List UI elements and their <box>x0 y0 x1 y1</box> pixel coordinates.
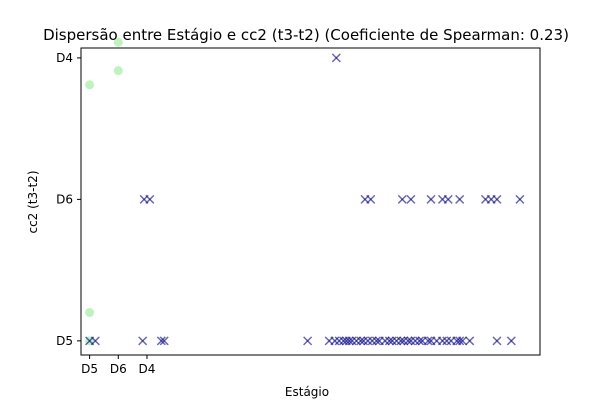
data-point-x <box>437 336 447 346</box>
data-point-x <box>426 194 436 204</box>
x-tick-label: D6 <box>110 362 127 376</box>
plot-frame <box>80 47 541 356</box>
data-point-x <box>366 194 376 204</box>
data-point-x <box>392 336 402 346</box>
data-point-x <box>515 194 525 204</box>
data-point-x <box>384 336 394 346</box>
data-point-circle <box>85 308 95 318</box>
data-point-x <box>414 336 425 346</box>
plot-content <box>85 37 525 346</box>
data-point-x <box>356 336 366 346</box>
y-tick-label: D6 <box>56 192 73 206</box>
x-tick-label: D5 <box>81 362 98 376</box>
data-point-x <box>492 194 502 204</box>
data-point-x <box>455 336 465 346</box>
data-point-x <box>334 336 344 346</box>
data-point-x <box>403 336 413 346</box>
data-point-x <box>367 336 377 346</box>
data-point-x <box>380 336 390 346</box>
data-point-circle <box>113 66 123 76</box>
data-point-x <box>145 194 155 204</box>
data-point-x <box>455 194 465 204</box>
y-tick-label: D4 <box>56 51 73 65</box>
y-axis-ticks: D5 D6 D4 <box>56 51 81 348</box>
data-point-x <box>330 336 340 346</box>
data-point-x <box>138 336 148 346</box>
x-axis-ticks: D5 D6 D4 <box>81 355 155 376</box>
data-point-x <box>371 336 382 346</box>
x-axis-label: Estágio <box>285 385 329 399</box>
data-point-x <box>406 194 416 204</box>
y-axis-label: cc2 (t3-t2) <box>26 170 40 233</box>
data-point-x <box>331 53 341 63</box>
data-point-x <box>90 336 100 346</box>
data-point-x <box>396 336 406 346</box>
data-point-circle <box>113 37 123 47</box>
data-point-x <box>410 336 420 346</box>
data-point-x <box>458 336 468 346</box>
data-point-x <box>159 336 169 346</box>
data-point-x <box>506 336 516 346</box>
data-point-x <box>465 336 475 346</box>
data-point-x <box>351 336 361 346</box>
data-point-x <box>423 336 433 346</box>
y-tick-label: D5 <box>56 334 73 348</box>
data-point-x <box>492 336 502 346</box>
data-point-x <box>397 194 407 204</box>
data-point-circle <box>85 80 95 90</box>
data-point-x <box>303 336 313 346</box>
chart-title: Dispersão entre Estágio e cc2 (t3-t2) (C… <box>43 26 569 44</box>
data-point-x <box>156 336 166 346</box>
x-tick-label: D4 <box>139 362 156 376</box>
data-point-x <box>344 336 354 346</box>
data-point-x <box>363 336 373 346</box>
data-point-x <box>442 336 452 346</box>
data-point-x <box>443 194 453 204</box>
